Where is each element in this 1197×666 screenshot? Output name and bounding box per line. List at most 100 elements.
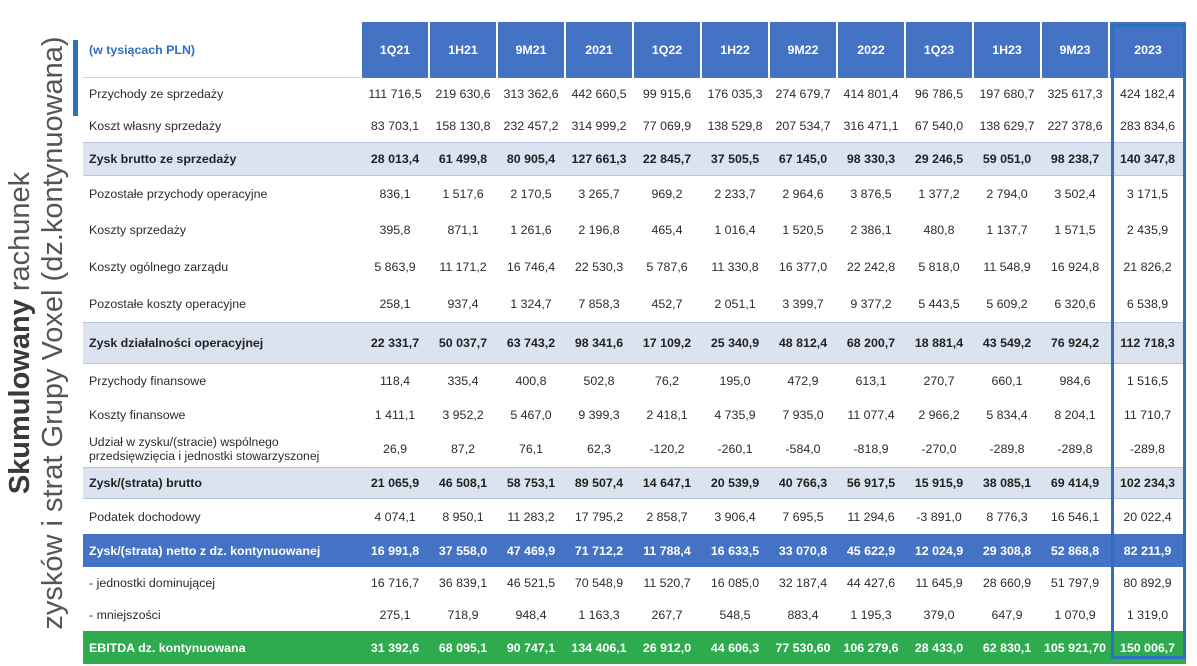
value-cell: 6 320,6 [1054, 296, 1096, 311]
value-cell: 8 776,3 [986, 509, 1028, 524]
value-cell: 316 471,1 [843, 119, 899, 133]
value-cell: 37 558,0 [429, 534, 497, 567]
value-cell: 270,7 [923, 374, 955, 388]
value-cell: 16 924,8 [1050, 259, 1100, 274]
value-cell: 548,5 [719, 608, 751, 622]
value-cell: 70 548,9 [574, 576, 624, 590]
value-cell: 20 539,9 [701, 467, 769, 499]
value-cell: 424 182,4 [1119, 86, 1176, 101]
table-row: Udział w zysku/(stracie) wspólnego przed… [83, 431, 1186, 468]
value-cell: 11 788,4 [633, 534, 701, 567]
value-cell: 50 037,7 [429, 322, 497, 364]
value-cell: 1 516,5 [1126, 374, 1169, 388]
row-label: Zysk działalności operacyjnej [83, 322, 361, 364]
value-cell: 4 074,1 [374, 509, 416, 524]
value-cell: 28 433,0 [905, 631, 973, 664]
income-statement-table: (w tysiącach PLN) 1Q21 1H21 9M21 2021 1Q… [83, 22, 1186, 664]
value-cell: 25 340,9 [701, 322, 769, 364]
value-cell: 82 211,9 [1109, 534, 1186, 567]
table-row: Przychody finansowe 118,4 335,4 400,8 502,8 7… [83, 364, 1186, 399]
row-label: Zysk/(strata) brutto [83, 467, 361, 499]
value-cell: 227 378,6 [1047, 119, 1103, 133]
value-cell: 5 443,5 [918, 296, 960, 311]
value-cell: 87,2 [450, 442, 476, 456]
value-cell: 40 766,3 [769, 467, 837, 499]
value-cell: 9 377,2 [850, 296, 892, 311]
value-cell: 32 187,4 [778, 576, 828, 590]
value-cell: 59 051,0 [973, 142, 1041, 176]
value-cell: 76,1 [518, 442, 544, 456]
value-cell: 984,6 [1059, 374, 1091, 388]
value-cell: 3 399,7 [782, 296, 824, 311]
table-row: - jednostki dominującej 16 716,7 36 839,1 4… [83, 567, 1186, 599]
col-header: 1H23 [972, 22, 1041, 78]
value-cell: 1 517,6 [442, 187, 484, 201]
value-cell: 21 065,9 [361, 467, 429, 499]
title-accent-bar [73, 40, 78, 116]
value-cell: 948,4 [515, 608, 547, 622]
value-cell: 37 505,5 [701, 142, 769, 176]
row-label: - jednostki dominującej [89, 576, 216, 590]
value-cell: 28 660,9 [982, 576, 1032, 590]
value-cell: 69 414,9 [1041, 467, 1109, 499]
value-cell: 138 529,8 [707, 119, 763, 133]
value-cell: 20 022,4 [1123, 509, 1172, 524]
value-cell: 22 331,7 [361, 322, 429, 364]
row-label: Koszt własny sprzedaży [89, 119, 222, 133]
value-cell: 1 520,5 [782, 223, 824, 237]
side-title-text: Skumulowany rachunek zysków i strat Grup… [4, 36, 70, 629]
value-cell: 1 324,7 [510, 296, 552, 311]
row-label: Udział w zysku/(stracie) wspólnego przed… [89, 435, 320, 463]
value-cell: 647,9 [991, 608, 1023, 622]
row-label: Zysk/(strata) netto z dz. kontynuowanej [83, 534, 361, 567]
value-cell: 11 520,7 [643, 576, 691, 590]
value-cell: 325 617,3 [1047, 86, 1103, 101]
value-cell: 3 265,7 [578, 187, 620, 201]
value-cell: 80 905,4 [497, 142, 565, 176]
value-cell: 44 427,6 [846, 576, 896, 590]
row-label: EBITDA dz. kontynuowana [83, 631, 361, 664]
value-cell: 1 261,6 [510, 223, 552, 237]
value-cell: 90 747,1 [497, 631, 565, 664]
value-cell: 1 070,9 [1054, 608, 1096, 622]
value-cell: 16 546,1 [1050, 509, 1100, 524]
value-cell: 7 935,0 [782, 407, 824, 422]
header-row: (w tysiącach PLN) 1Q21 1H21 9M21 2021 1Q… [83, 22, 1186, 78]
value-cell: 140 347,8 [1109, 142, 1186, 176]
table-row: Koszty ogólnego zarządu 5 863,9 11 171,2 16… [83, 248, 1186, 285]
value-cell: 77 069,9 [642, 119, 692, 133]
value-cell: 283 834,6 [1119, 119, 1176, 133]
value-cell: 45 622,9 [837, 534, 905, 567]
col-header: 1H21 [428, 22, 497, 78]
table-row: EBITDA dz. kontynuowana 31 392,6 68 095,1 9… [83, 631, 1186, 664]
value-cell: 71 712,2 [565, 534, 633, 567]
value-cell: 15 915,9 [905, 467, 973, 499]
value-cell: 138 629,7 [979, 119, 1035, 133]
value-cell: 11 171,2 [439, 259, 487, 274]
value-cell: 46 521,5 [506, 576, 556, 590]
value-cell: 472,9 [787, 374, 819, 388]
row-label: Zysk brutto ze sprzedaży [83, 142, 361, 176]
side-title-rest: rachunek [4, 171, 36, 300]
value-cell: 118,4 [379, 374, 411, 388]
side-title-line2: zysków i strat Grupy Voxel (dz.kontynuow… [37, 36, 69, 630]
col-header: 2022 [836, 22, 905, 78]
value-cell: -289,8 [989, 442, 1025, 456]
value-cell: 44 606,3 [701, 631, 769, 664]
value-cell: 48 812,4 [769, 322, 837, 364]
value-cell: 33 070,8 [769, 534, 837, 567]
value-cell: 275,1 [379, 608, 411, 622]
value-cell: 89 507,4 [565, 467, 633, 499]
value-cell: 197 680,7 [979, 86, 1035, 101]
row-label: Koszty sprzedaży [89, 223, 187, 237]
value-cell: 58 753,1 [497, 467, 565, 499]
row-label: Koszty finansowe [89, 407, 186, 422]
col-header: 1Q21 [360, 22, 429, 78]
value-cell: 68 095,1 [429, 631, 497, 664]
value-cell: 2 858,7 [646, 509, 688, 524]
value-cell: 871,1 [447, 223, 479, 237]
value-cell: 9 399,3 [578, 407, 620, 422]
value-cell: 937,4 [447, 296, 479, 311]
value-cell: 16 746,4 [506, 259, 556, 274]
table-row: Zysk działalności operacyjnej 22 331,7 50 … [83, 322, 1186, 364]
